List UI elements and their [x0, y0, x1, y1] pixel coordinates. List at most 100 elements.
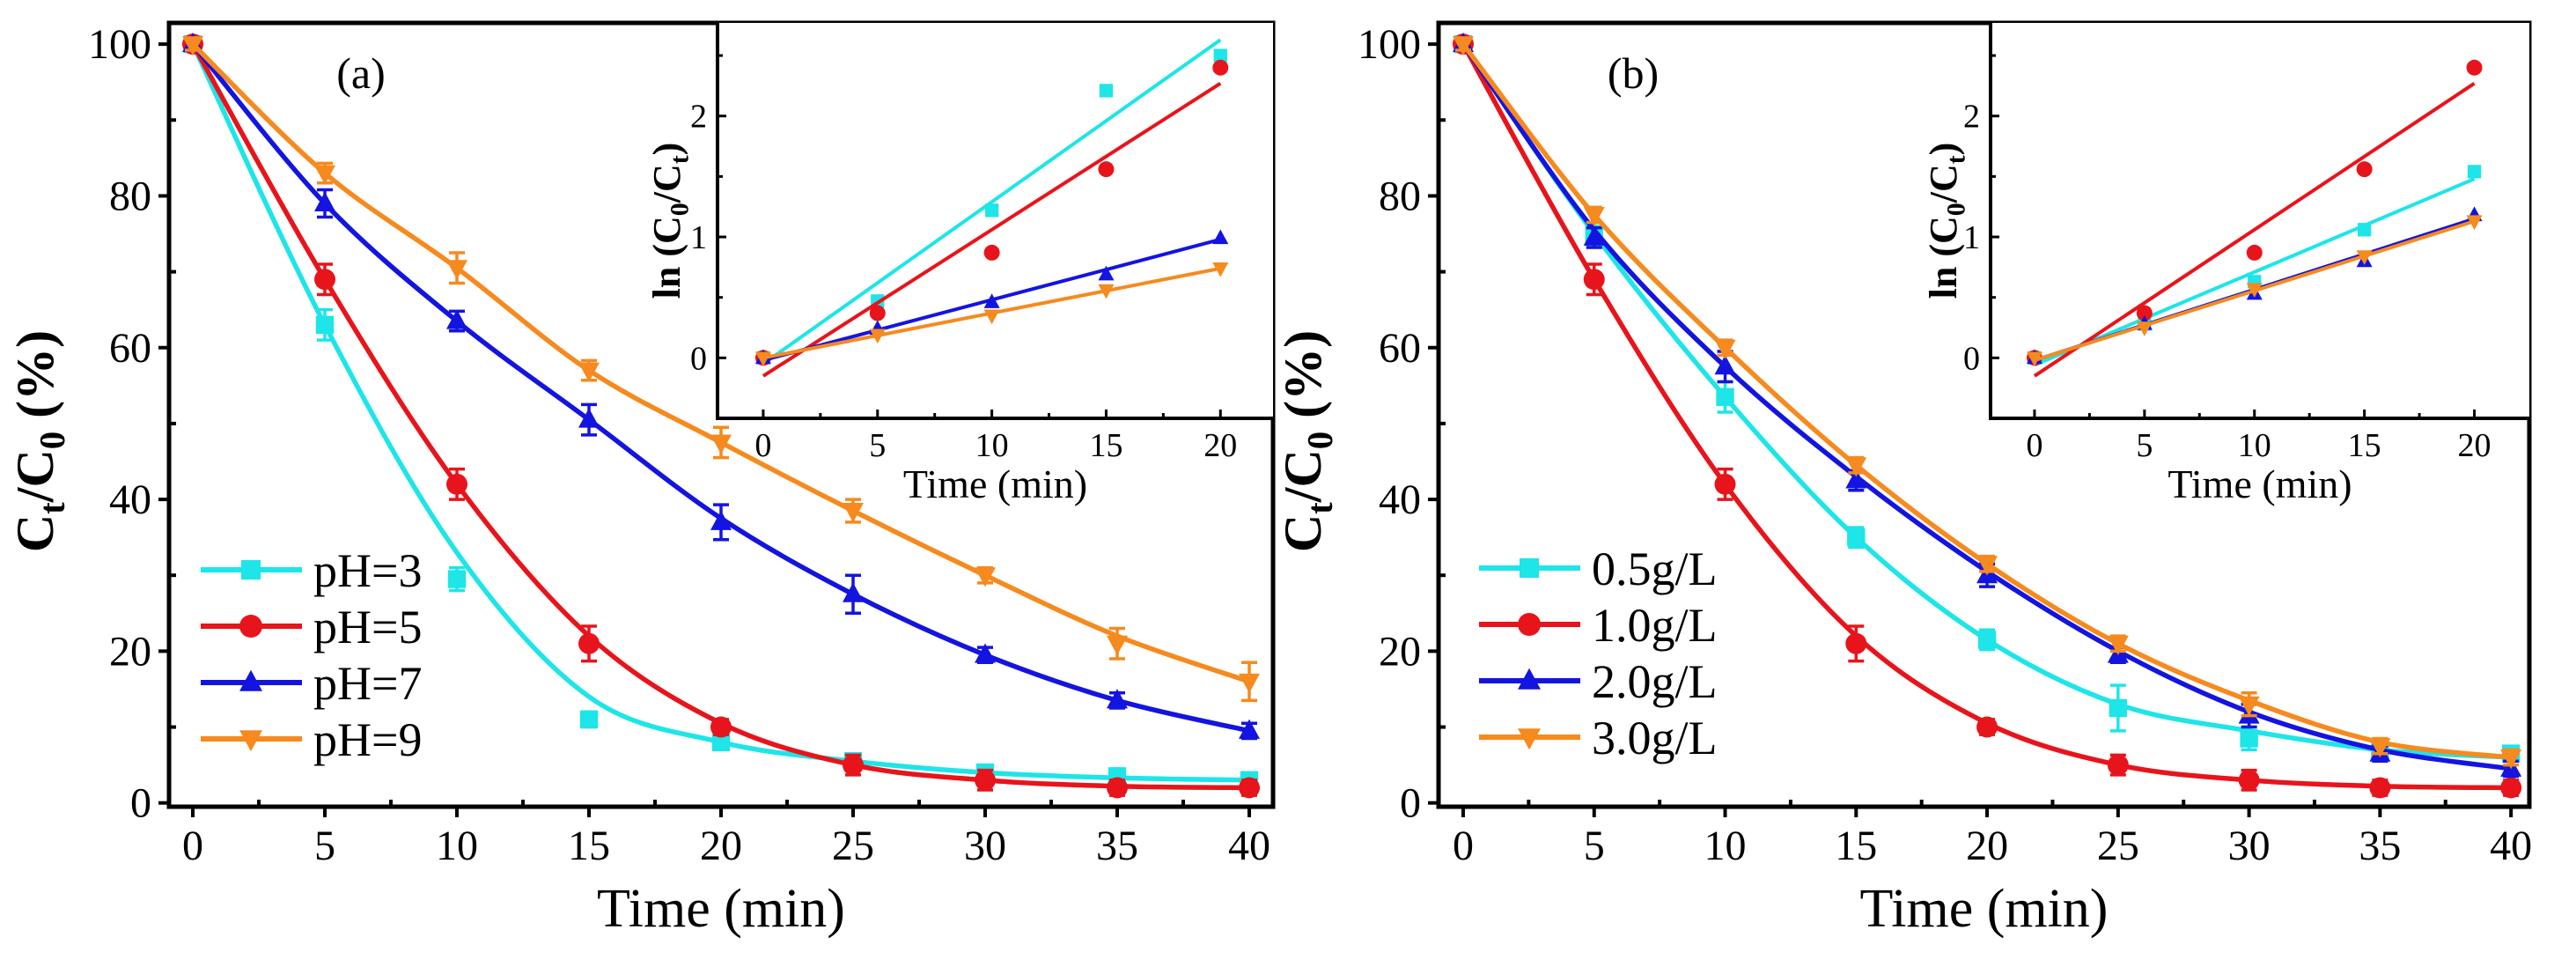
- inset-background: [1991, 23, 2529, 418]
- legend-marker: [239, 730, 262, 752]
- x-tick-label: 10: [1704, 823, 1747, 869]
- data-point: [710, 434, 732, 454]
- legend-label: pH=7: [313, 657, 422, 710]
- data-point: [1847, 528, 1866, 547]
- x-tick-label: 5: [314, 823, 335, 869]
- linear-fit-line: [2034, 177, 2476, 367]
- inset-data-point: [754, 351, 771, 367]
- inset-x-axis-title: Time (min): [2168, 461, 2352, 506]
- x-tick-label: 30: [964, 823, 1006, 869]
- inset-x-tick-label: 0: [754, 427, 771, 464]
- subscript: t: [666, 155, 695, 164]
- inset-x-tick-label: 10: [975, 427, 1009, 464]
- data-point: [2500, 777, 2522, 799]
- linear-fit-line: [762, 81, 1222, 378]
- legend-marker: [1518, 668, 1541, 690]
- legend-marker: [1518, 728, 1541, 750]
- text-part: /C: [1274, 449, 1332, 503]
- data-point: [1977, 631, 1997, 649]
- x-tick-label: 25: [832, 823, 874, 869]
- inset-y-axis-title: ln (C0​/Ct​): [645, 143, 695, 299]
- inset-data-point: [984, 203, 999, 218]
- y-tick-label: 60: [1379, 325, 1421, 372]
- inset-x-tick-label: 15: [1089, 427, 1122, 464]
- data-point: [843, 502, 864, 523]
- data-point: [579, 710, 599, 729]
- series-pH=7: [182, 32, 1260, 741]
- y-tick-label: 80: [109, 173, 151, 219]
- data-point: [2107, 754, 2129, 776]
- data-point: [1976, 556, 1998, 576]
- data-point: [578, 362, 600, 382]
- data-point: [1845, 469, 1867, 489]
- text-part: /C: [1922, 164, 1965, 203]
- series-pH=9: [182, 36, 1260, 703]
- data-point: [975, 567, 996, 587]
- inset-data-point: [1212, 229, 1229, 245]
- text-part: ): [645, 143, 688, 156]
- data-point: [710, 510, 732, 530]
- x-tick-label: 40: [2490, 823, 2532, 869]
- data-point: [1107, 689, 1128, 709]
- inset-data-point: [2136, 305, 2153, 321]
- subscript: 0: [1942, 203, 1971, 216]
- inset-y-tick-label: 2: [690, 99, 707, 136]
- text-part: ln (C: [1922, 216, 1965, 299]
- inset-data-point: [869, 305, 886, 321]
- data-point: [447, 570, 467, 588]
- data-point: [315, 315, 335, 335]
- inset-data-point: [2467, 165, 2482, 179]
- x-tick-label: 0: [182, 823, 203, 869]
- data-point: [2109, 698, 2128, 718]
- data-point: [975, 643, 996, 663]
- fit-curve: [1461, 42, 2512, 760]
- data-point: [1716, 388, 1734, 406]
- data-point: [711, 733, 731, 751]
- legend-marker: [240, 559, 261, 580]
- data-point: [2369, 738, 2391, 758]
- data-point: [1714, 473, 1736, 495]
- data-point: [1845, 457, 1867, 477]
- data-point: [1845, 632, 1867, 654]
- inset-data-point: [1212, 59, 1229, 76]
- panel-label: (b): [1608, 48, 1659, 98]
- inset-x-tick-label: 5: [869, 427, 886, 464]
- x-tick-label: 30: [2228, 823, 2271, 869]
- data-point: [314, 269, 335, 291]
- inset-data-point: [983, 293, 1000, 308]
- data-point: [2369, 777, 2391, 799]
- data-point: [578, 632, 600, 654]
- data-point: [1976, 716, 1998, 738]
- inset-data-point: [1212, 262, 1229, 277]
- inset-data-point: [983, 244, 1000, 261]
- inset-data-point: [1213, 48, 1227, 63]
- fit-curve: [1461, 42, 2512, 791]
- inset-frame: [716, 23, 1273, 420]
- subscript: t: [1942, 155, 1971, 164]
- x-tick-label: 20: [700, 823, 742, 869]
- text-part: (%): [1274, 330, 1332, 432]
- inset: 0 5 10 15 20 0 1 2 Time (min) ln (C0​/Ct​): [1922, 23, 2529, 506]
- legend-label: pH=5: [313, 601, 422, 653]
- y-tick-label: 80: [1379, 173, 1421, 219]
- y-tick-label: 100: [1358, 21, 1421, 68]
- inset-series-0.5g/L: [2028, 165, 2482, 367]
- fit-curve: [190, 42, 1250, 791]
- data-point: [1714, 355, 1736, 375]
- inset-x-tick-label: 20: [2458, 427, 2491, 464]
- subscript: t: [1300, 502, 1340, 514]
- subscript: 0: [33, 432, 72, 449]
- data-point: [2240, 729, 2258, 748]
- inset-y-tick-label: 0: [1963, 340, 1980, 377]
- legend-marker: [239, 669, 262, 691]
- legend: 0.5g/L1.0g/L2.0g/L3.0g/L: [1479, 543, 1718, 764]
- text-part: /C: [645, 164, 688, 203]
- x-tick-label: 25: [2097, 823, 2139, 869]
- x-tick-label: 40: [1228, 823, 1270, 869]
- data-point: [446, 309, 467, 329]
- inset-x-tick-label: 0: [2026, 427, 2042, 464]
- inset-y-tick-label: 1: [1963, 219, 1980, 256]
